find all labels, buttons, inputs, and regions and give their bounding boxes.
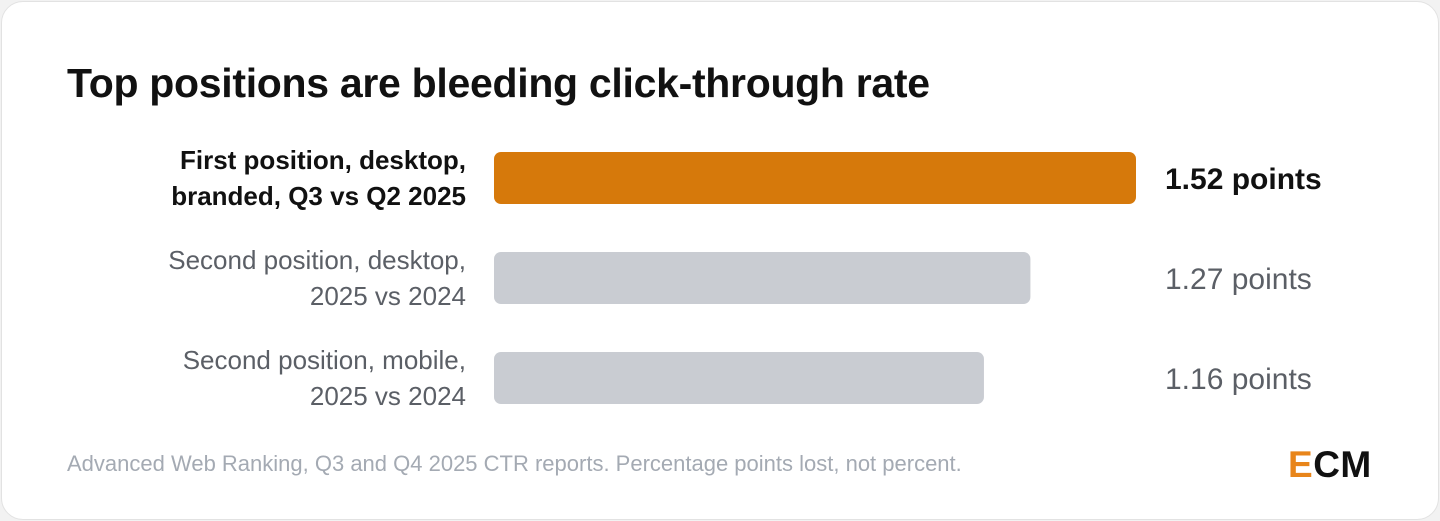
value-label-1: 1.52 points xyxy=(1165,163,1322,196)
bar-2 xyxy=(494,252,1031,304)
source-note: Advanced Web Ranking, Q3 and Q4 2025 CTR… xyxy=(67,451,962,476)
category-label-2: Second position, desktop, 2025 vs 2024 xyxy=(168,245,466,311)
bar-1 xyxy=(494,152,1136,204)
category-label-line: Second position, mobile, xyxy=(183,345,466,375)
category-label-line: 2025 vs 2024 xyxy=(310,381,466,411)
value-label-2: 1.27 points xyxy=(1165,263,1312,296)
category-label-1: First position, desktop, branded, Q3 vs Q… xyxy=(171,145,466,211)
ecm-logo: ECM xyxy=(1288,444,1372,486)
logo-accent-letter: E xyxy=(1288,444,1314,485)
category-label-line: 2025 vs 2024 xyxy=(310,281,466,311)
category-label-3: Second position, mobile, 2025 vs 2024 xyxy=(183,345,466,411)
category-label-line: First position, desktop, xyxy=(180,145,466,175)
value-label-3: 1.16 points xyxy=(1165,363,1312,396)
bar-3 xyxy=(494,352,984,404)
chart-title: Top positions are bleeding click-through… xyxy=(67,60,930,106)
category-label-line: Second position, desktop, xyxy=(168,245,466,275)
category-label-line: branded, Q3 vs Q2 2025 xyxy=(171,181,466,211)
logo-letters: CM xyxy=(1313,444,1372,485)
